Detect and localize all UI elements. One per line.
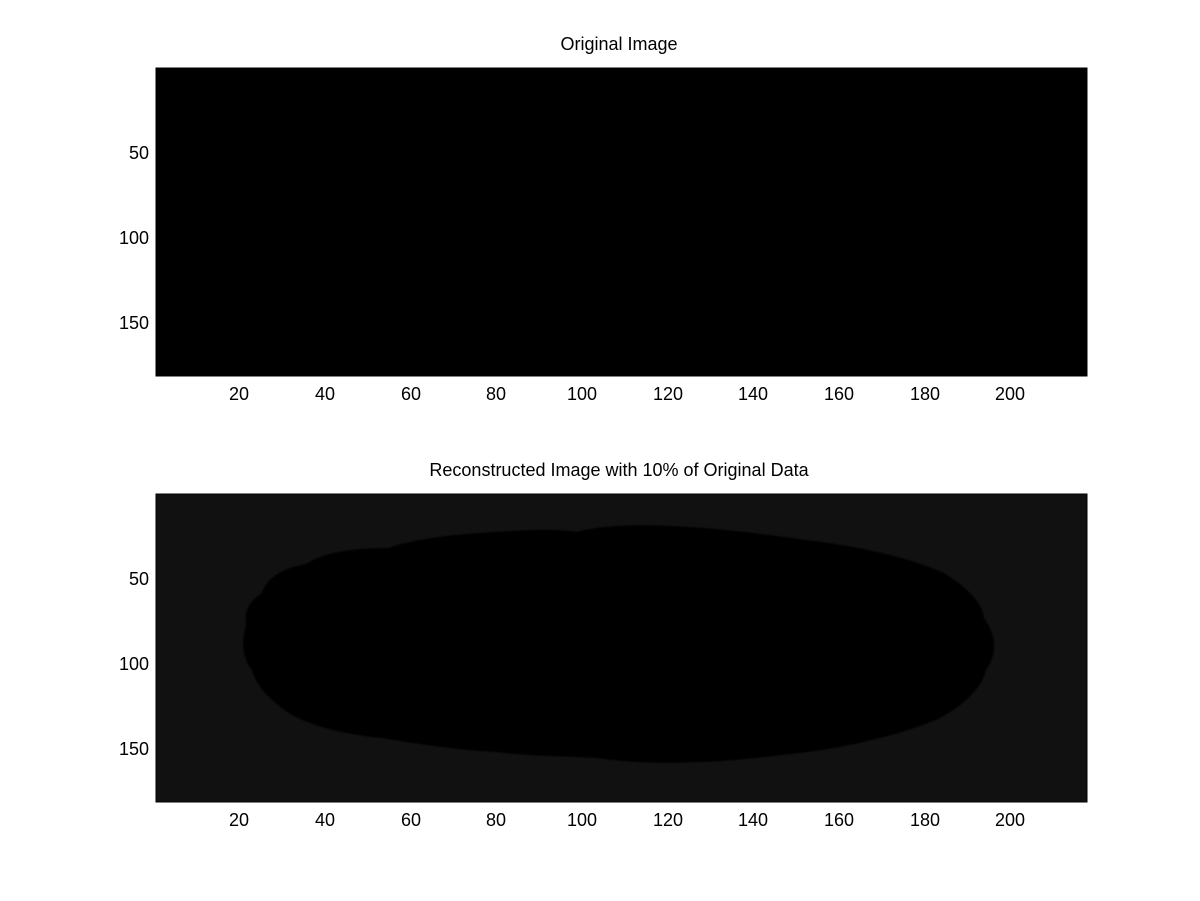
y-tick-label: 50 [129,143,149,163]
y-tick-label: 100 [119,228,149,248]
x-tick-label: 60 [401,384,421,404]
x-tick-labels: 20 40 60 80 100 120 140 160 180 200 [229,810,1025,830]
x-tick-label: 180 [910,810,940,830]
brain-slice-image [243,99,995,337]
axes-frame [155,67,1088,377]
x-tick-labels: 20 40 60 80 100 120 140 160 180 200 [229,384,1025,404]
x-tick-label: 80 [486,384,506,404]
x-tick-label: 20 [229,810,249,830]
x-tick-label: 120 [653,810,683,830]
y-tick-label: 50 [129,569,149,589]
x-tick-label: 100 [567,384,597,404]
x-tick-label: 40 [315,384,335,404]
x-tick-label: 80 [486,810,506,830]
image-axes [156,494,1087,802]
axes-frame [155,493,1088,803]
y-tick-labels: 50 100 150 [119,143,149,333]
y-tick-label: 100 [119,654,149,674]
x-tick-label: 180 [910,384,940,404]
x-tick-label: 140 [738,810,768,830]
panel-title: Original Image [560,34,677,54]
x-tick-label: 20 [229,384,249,404]
panel-title: Reconstructed Image with 10% of Original… [429,460,809,480]
x-tick-label: 160 [824,384,854,404]
image-axes [156,68,1087,376]
panel-reconstructed: Reconstructed Image with 10% of Original… [119,460,1088,830]
panel-original: Original Image 20 40 60 80 100 120 140 1… [119,34,1088,404]
x-tick-label: 140 [738,384,768,404]
x-tick-label: 40 [315,810,335,830]
y-tick-label: 150 [119,313,149,333]
y-tick-label: 150 [119,739,149,759]
x-tick-label: 100 [567,810,597,830]
x-tick-label: 120 [653,384,683,404]
x-tick-label: 160 [824,810,854,830]
x-tick-label: 200 [995,810,1025,830]
x-tick-label: 60 [401,810,421,830]
brain-slice-image [243,525,995,763]
y-tick-labels: 50 100 150 [119,569,149,759]
x-tick-label: 200 [995,384,1025,404]
